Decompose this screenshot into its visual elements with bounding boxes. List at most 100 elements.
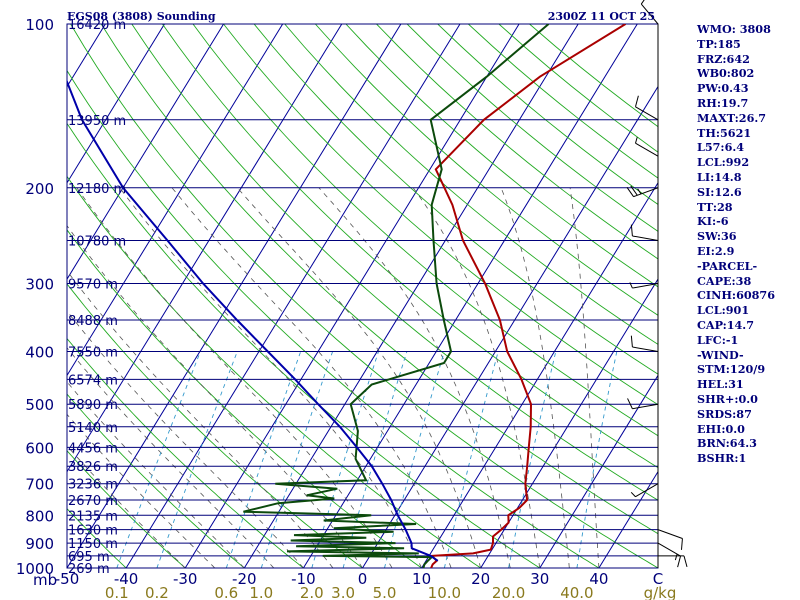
height-label: 3236 m (68, 478, 118, 493)
pressure-axis-label: mb (33, 571, 57, 589)
wind-barb-half (635, 137, 638, 144)
mixing-ratio-tick-labels: 0.1 0.2 0.6 1.0 2.0 3.0 5.0 10.0 20.0 40.0 g/kg (105, 584, 677, 600)
isotherm-line (67, 24, 165, 184)
temperature-tick-label: -40 (114, 570, 139, 588)
index-item: SHR+:0.0 (697, 391, 758, 406)
wind-barb (630, 224, 659, 241)
mixing-ratio-tick-label: 5.0 (373, 584, 397, 600)
chart-title-left: EGS08 (3808) Sounding (67, 10, 216, 23)
wind-barb-staff (657, 542, 681, 557)
temperature-tick-label: 10 (412, 570, 431, 588)
index-item: HEL:31 (697, 377, 744, 392)
wind-barb-half (629, 282, 633, 289)
height-label: 4456 m (68, 441, 118, 456)
isotherm-line (243, 24, 579, 568)
index-item: WB0:802 (697, 66, 755, 81)
mixing-ratio-tick-label: 0.2 (145, 584, 169, 600)
index-item: EHI:0.0 (697, 421, 745, 436)
mixing-ratio-tick-label: 0.1 (105, 584, 129, 600)
temperature-tick-label: 0 (358, 570, 368, 588)
index-item: LFC:-1 (697, 332, 739, 347)
index-item: LI:14.8 (697, 169, 742, 184)
index-item: TH:5621 (697, 125, 752, 140)
index-item: -PARCEL- (697, 258, 758, 273)
height-label: 2135 m (68, 509, 118, 524)
dewpoint-profile (243, 24, 550, 568)
height-label: 16420 m (68, 18, 126, 33)
wind-barb-flag (683, 555, 688, 568)
height-label: 1630 m (68, 524, 118, 539)
height-label: 695 m (68, 550, 110, 565)
mixing-ratio-tick-label: 0.6 (214, 584, 238, 600)
index-item: CAPE:38 (697, 273, 752, 288)
wind-barb (657, 529, 683, 550)
isotherm-line (480, 278, 658, 568)
temperature-tick-labels: -50 -40 -30 -20 -10 0 10 20 30 40 C (55, 570, 663, 588)
height-label: 3826 m (68, 460, 118, 475)
height-label: 12180 m (68, 182, 126, 197)
index-item: EI:2.9 (697, 243, 735, 258)
pressure-tick-label: 800 (25, 507, 54, 525)
wind-barb-flag (630, 185, 638, 196)
isotherm-line (539, 374, 658, 568)
pressure-tick-label: 100 (25, 16, 54, 34)
chart-title-right: 2300Z 11 OCT 25 (548, 10, 655, 23)
temperature-tick-label: 20 (471, 570, 490, 588)
wind-barb-flag (627, 398, 633, 409)
wind-barb-staff (635, 106, 659, 121)
height-label: 9570 m (68, 278, 118, 293)
wind-barb (626, 185, 659, 198)
index-item: TT:28 (697, 199, 733, 214)
wind-barb-half (674, 553, 678, 561)
wind-barb (630, 483, 659, 498)
temperature-profile (429, 24, 627, 568)
height-label: 7550 m (68, 346, 118, 361)
isotherm-line (362, 85, 658, 568)
wind-barb (640, 0, 659, 25)
wind-barb-staff (632, 403, 659, 410)
wind-barb (635, 137, 659, 157)
mixing-ratio-unit-label: g/kg (644, 584, 677, 600)
pressure-tick-label: 500 (25, 396, 54, 414)
height-label: 1150 m (68, 537, 118, 552)
profiles (67, 24, 627, 568)
wind-barb-staff (632, 283, 659, 289)
mixing-ratio-tick-label: 40.0 (560, 584, 593, 600)
isotherm-line (67, 24, 402, 568)
mixing-ratio-tick-label: 2.0 (300, 584, 324, 600)
height-label: 5140 m (68, 421, 118, 436)
height-label: 269 m (68, 562, 110, 577)
temperature-tick-label: -10 (291, 570, 316, 588)
index-item: KI:-6 (697, 214, 729, 229)
temperature-tick-label: -30 (173, 570, 198, 588)
pressure-tick-label: 600 (25, 439, 54, 457)
wind-barb-half (630, 491, 636, 498)
index-item: BSHR:1 (697, 451, 747, 466)
wind-barb-flag (677, 555, 682, 568)
index-item: SRDS:87 (697, 406, 752, 421)
height-label: 2670 m (68, 494, 118, 509)
index-item: SW:36 (697, 229, 737, 244)
wind-barb-half (637, 188, 642, 195)
wind-barb-staff (633, 187, 659, 198)
isotherm-line (302, 24, 638, 568)
isotherm-line (421, 181, 658, 568)
index-item: MAXT:26.7 (697, 110, 767, 125)
wind-barbs (626, 0, 688, 568)
stability-indices: WMO: 3808 TP:185 FRZ:642 WB0:802 PW:0.43 RH:1… (697, 22, 775, 466)
index-item: FRZ:642 (697, 51, 750, 66)
index-item: PW:0.43 (697, 81, 749, 96)
wind-barb-flag (680, 538, 683, 550)
mixing-ratio-tick-label: 10.0 (428, 584, 461, 600)
wind-barb-flag (630, 335, 633, 348)
wind-barb-staff (635, 142, 659, 157)
pressure-tick-label: 1000 (16, 560, 54, 578)
parcel-profile (67, 79, 439, 562)
index-item: WMO: 3808 (697, 22, 771, 36)
height-label: 6574 m (68, 373, 118, 388)
isotherm-line (67, 24, 343, 473)
wind-barb-flag (630, 224, 633, 237)
index-item: -WIND- (697, 347, 744, 362)
temperature-tick-label: -20 (232, 570, 257, 588)
